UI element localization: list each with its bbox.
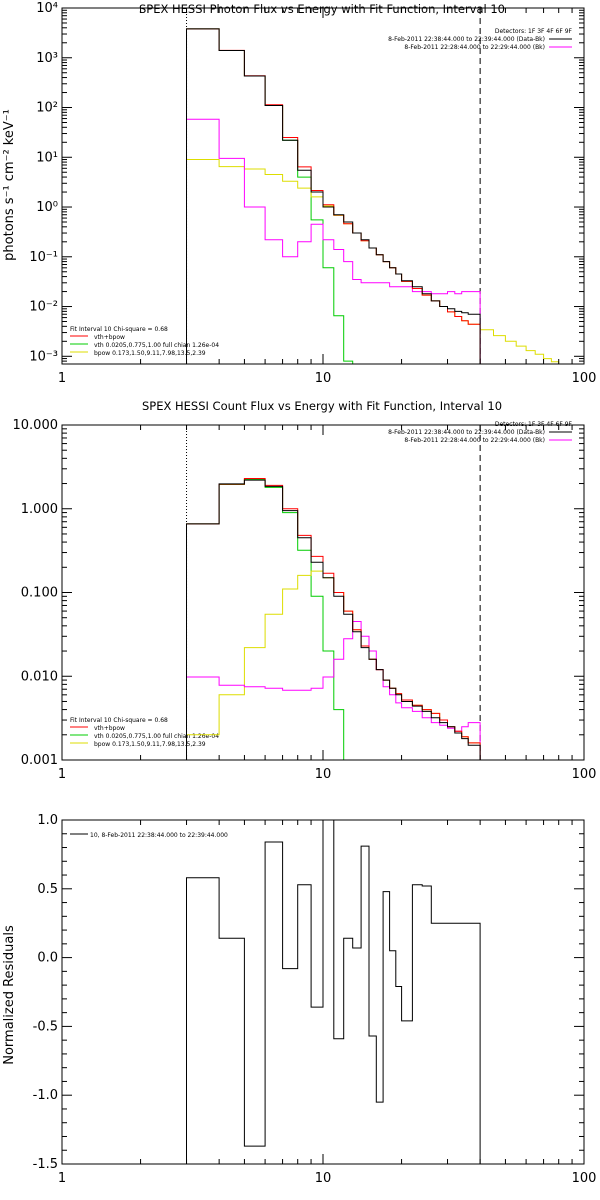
residuals-y-tick-label: -1.0 bbox=[33, 1088, 58, 1103]
count-flux-y-tick-label: 1.000 bbox=[21, 502, 58, 517]
photon-flux-y-tick-label: 10⁻² bbox=[29, 300, 58, 315]
residuals-x-tick-label: 1 bbox=[58, 1171, 66, 1186]
residuals-series-data bbox=[186, 820, 481, 1164]
count-flux-x-tick-label: 1 bbox=[58, 767, 66, 782]
count-flux-y-tick-label: 10.000 bbox=[13, 418, 59, 433]
photon-flux-y-tick-label: 10⁻¹ bbox=[29, 250, 58, 265]
photon-flux-header-line-1: Detectors: 1F 3F 4F 6F 9F bbox=[495, 28, 573, 35]
residuals-y-tick-label: 0.5 bbox=[37, 882, 58, 897]
residuals-y-tick-label: -0.5 bbox=[33, 1019, 58, 1034]
count-flux-x-tick-label: 10 bbox=[315, 767, 332, 782]
photon-flux-y-tick-label: 10⁻³ bbox=[29, 349, 58, 364]
photon-flux-panel: SPEX HESSI Photon Flux vs Energy with Fi… bbox=[2, 1, 597, 386]
photon-flux-series-power bbox=[186, 159, 560, 364]
photon-flux-y-tick-label: 10² bbox=[36, 101, 58, 116]
photon-flux-plot-frame bbox=[61, 7, 585, 365]
count-flux-x-tick-label: 100 bbox=[572, 767, 597, 782]
photon-flux-x-tick-label: 100 bbox=[572, 371, 597, 386]
photon-flux-legend-label-thermal: vth 0.0205,0.775,1.00 full chian 1.26e-0… bbox=[94, 342, 219, 349]
residuals-x-tick-label: 100 bbox=[572, 1171, 597, 1186]
count-flux-legend-title: Fit Interval 10 Chi-square = 0.68 bbox=[70, 717, 168, 724]
photon-flux-series-thermal bbox=[186, 28, 354, 364]
residuals-x-tick-label: 10 bbox=[315, 1171, 332, 1186]
residuals-panel: Normalized Residuals 10, 8-Feb-2011 22:3… bbox=[2, 813, 597, 1186]
photon-flux-title: SPEX HESSI Photon Flux vs Energy with Fi… bbox=[139, 2, 505, 16]
residuals-legend-label: 10, 8-Feb-2011 22:38:44.000 to 22:39:44.… bbox=[90, 832, 228, 839]
count-flux-series-group bbox=[186, 478, 481, 760]
photon-flux-x-tick-label: 10 bbox=[315, 371, 332, 386]
photon-flux-x-tick-label: 1 bbox=[58, 371, 66, 386]
count-flux-plot-frame bbox=[61, 424, 585, 761]
residuals-y-tick-label: 1.0 bbox=[37, 813, 58, 828]
photon-flux-y-tick-label: 10⁴ bbox=[36, 1, 58, 16]
count-flux-series-data bbox=[186, 479, 481, 760]
residuals-y-tick-label: 0.0 bbox=[37, 951, 58, 966]
photon-flux-legend-label-total: vth+bpow bbox=[94, 334, 125, 341]
count-flux-legend-label-total: vth+bpow bbox=[94, 725, 125, 732]
photon-flux-legend-label-power: bpow 0.173,1.50,9.11,7.98,13.5,2.39 bbox=[94, 350, 206, 357]
photon-flux-series-background bbox=[186, 118, 481, 364]
photon-flux-y-tick-label: 10¹ bbox=[36, 150, 58, 165]
photon-flux-series-group bbox=[186, 28, 560, 364]
count-flux-panel: SPEX HESSI Count Flux vs Energy with Fit… bbox=[13, 399, 597, 782]
residuals-series-group bbox=[186, 820, 481, 1164]
photon-flux-y-tick-label: 10⁰ bbox=[36, 200, 58, 215]
photon-flux-y-tick-label: 10³ bbox=[36, 51, 58, 66]
photon-flux-series-data bbox=[186, 28, 481, 364]
count-flux-y-tick-label: 0.010 bbox=[21, 669, 58, 684]
count-flux-y-tick-label: 0.100 bbox=[21, 586, 58, 601]
photon-flux-legend-title: Fit Interval 10 Chi-square = 0.68 bbox=[70, 326, 168, 333]
count-flux-legend-label-power: bpow 0.173,1.50,9.11,7.98,13.5,2.39 bbox=[94, 741, 206, 748]
photon-flux-y-axis-label: photons s⁻¹ cm⁻² keV⁻¹ bbox=[2, 109, 17, 261]
count-flux-y-tick-label: 0.001 bbox=[21, 753, 58, 768]
photon-flux-series-total bbox=[186, 28, 481, 364]
count-flux-header-line-2: 8-Feb-2011 22:38:44.000 to 22:39:44.000 … bbox=[388, 429, 545, 436]
photon-flux-header-line-2: 8-Feb-2011 22:38:44.000 to 22:39:44.000 … bbox=[388, 36, 545, 43]
count-flux-legend-label-thermal: vth 0.0205,0.775,1.00 full chian 1.26e-0… bbox=[94, 733, 219, 740]
count-flux-header-line-3: 8-Feb-2011 22:28:44.000 to 22:29:44.000 … bbox=[404, 437, 545, 444]
residuals-y-tick-label: -1.5 bbox=[33, 1157, 58, 1172]
count-flux-series-background bbox=[186, 621, 481, 760]
photon-flux-header-line-3: 8-Feb-2011 22:28:44.000 to 22:29:44.000 … bbox=[404, 44, 545, 51]
residuals-y-axis-label: Normalized Residuals bbox=[2, 925, 17, 1065]
count-flux-title: SPEX HESSI Count Flux vs Energy with Fit… bbox=[142, 399, 502, 413]
